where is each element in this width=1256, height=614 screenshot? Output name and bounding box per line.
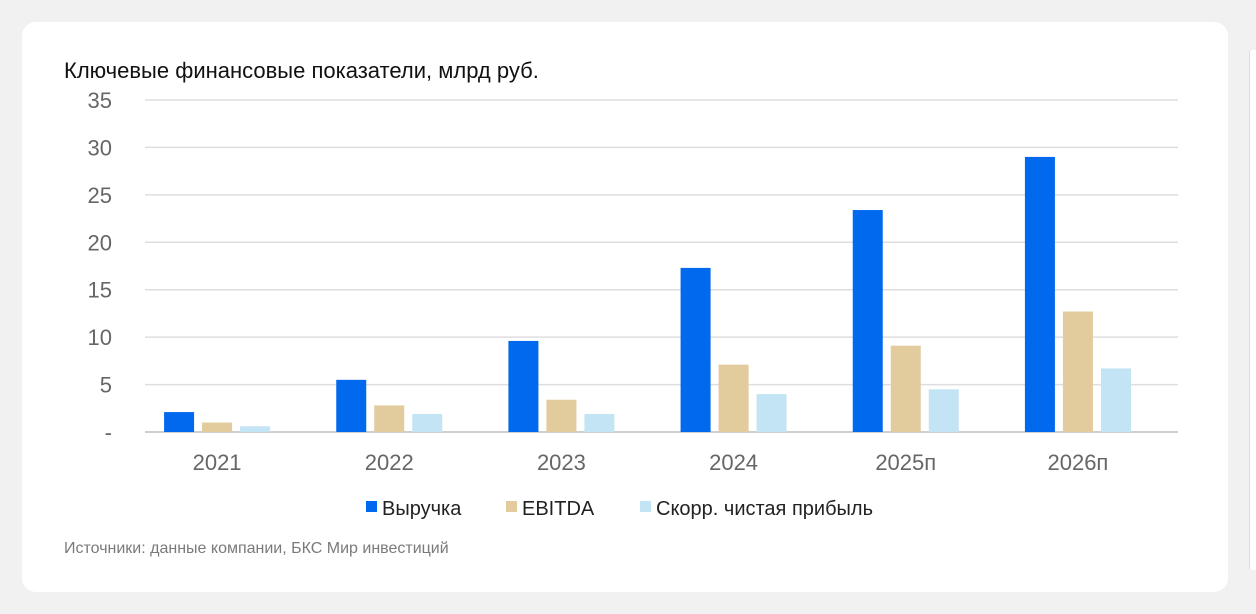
- legend-swatch: [506, 501, 517, 512]
- x-tick-label: 2022: [365, 450, 414, 475]
- bar-0: [1024, 156, 1055, 432]
- bar-2: [756, 394, 787, 432]
- bar-2: [1100, 368, 1131, 432]
- bar-1: [890, 345, 921, 432]
- x-tick-label: 2023: [537, 450, 586, 475]
- y-tick-label: 5: [100, 373, 112, 398]
- x-tick-label: 2026п: [1047, 450, 1108, 475]
- source-note: Источники: данные компании, БКС Мир инве…: [64, 540, 449, 557]
- bar-0: [164, 412, 195, 432]
- legend-label: Скорр. чистая прибыль: [656, 498, 873, 520]
- bar-0: [336, 379, 367, 432]
- y-tick-label: 30: [88, 135, 112, 160]
- bar-2: [412, 413, 443, 432]
- y-tick-label: 15: [88, 278, 112, 303]
- bar-0: [852, 210, 883, 432]
- bar-0: [680, 267, 711, 432]
- bar-2: [928, 389, 959, 432]
- legend-label: Выручка: [382, 498, 462, 520]
- x-tick-label: 2025п: [875, 450, 936, 475]
- y-tick-label: 20: [88, 230, 112, 255]
- y-tick-label: 10: [88, 325, 112, 350]
- scrollbar[interactable]: [1249, 50, 1256, 570]
- y-tick-label: -: [105, 420, 112, 445]
- bar-2: [240, 426, 271, 432]
- bar-1: [202, 422, 233, 432]
- y-tick-label: 35: [88, 88, 112, 113]
- legend-swatch: [366, 501, 377, 512]
- legend-swatch: [640, 501, 651, 512]
- x-tick-label: 2021: [193, 450, 242, 475]
- bar-1: [718, 364, 749, 432]
- y-tick-label: 25: [88, 183, 112, 208]
- bar-1: [546, 399, 577, 432]
- bar-0: [508, 340, 539, 432]
- bar-1: [374, 405, 405, 432]
- x-tick-label: 2024: [709, 450, 758, 475]
- chart-title: Ключевые финансовые показатели, млрд руб…: [64, 58, 539, 83]
- bar-2: [584, 413, 615, 432]
- bar-1: [1062, 311, 1093, 432]
- legend-label: EBITDA: [522, 498, 595, 520]
